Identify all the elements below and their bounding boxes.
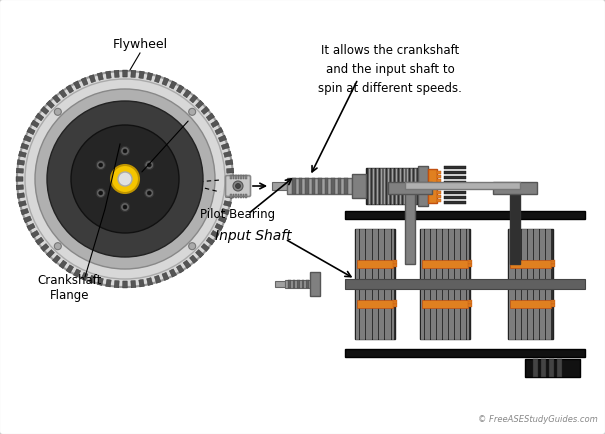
Bar (437, 195, 441, 198)
Bar (444, 196, 466, 199)
Polygon shape (123, 281, 128, 288)
Polygon shape (89, 75, 96, 83)
Bar (357, 300, 393, 308)
Polygon shape (195, 250, 204, 258)
Bar (230, 174, 232, 178)
Polygon shape (16, 177, 23, 181)
Bar (292, 178, 295, 194)
Bar (393, 260, 397, 261)
Polygon shape (73, 269, 80, 277)
Bar (272, 182, 287, 190)
Circle shape (99, 163, 103, 167)
Text: Flywheel: Flywheel (113, 38, 168, 51)
Bar (533, 359, 538, 377)
Circle shape (189, 243, 195, 250)
Bar (338, 178, 341, 194)
Polygon shape (24, 216, 31, 223)
Bar (357, 260, 393, 268)
Bar (393, 301, 397, 302)
Bar (232, 194, 234, 197)
Bar (444, 166, 466, 169)
Bar (437, 171, 441, 174)
Bar (368, 168, 370, 204)
Bar (468, 284, 472, 286)
Bar (414, 168, 416, 204)
Polygon shape (211, 230, 219, 238)
Bar (238, 194, 239, 197)
Bar (444, 181, 466, 184)
Bar (444, 176, 466, 179)
Bar (405, 182, 520, 189)
Circle shape (123, 205, 127, 209)
Bar (444, 171, 466, 174)
Circle shape (35, 89, 215, 269)
Polygon shape (201, 243, 209, 252)
Polygon shape (89, 275, 96, 283)
Bar (393, 266, 397, 267)
Polygon shape (177, 85, 184, 93)
Bar (437, 199, 441, 202)
Polygon shape (226, 168, 234, 173)
Polygon shape (81, 77, 88, 85)
Bar (287, 178, 352, 194)
Bar (551, 260, 555, 261)
Polygon shape (59, 260, 67, 269)
Bar (243, 194, 244, 197)
Polygon shape (81, 273, 88, 280)
Polygon shape (154, 275, 161, 283)
Circle shape (99, 191, 103, 195)
Bar (292, 280, 295, 288)
Bar (288, 280, 290, 288)
Bar (345, 349, 585, 357)
Bar (393, 280, 397, 281)
Bar (324, 178, 328, 194)
Polygon shape (73, 81, 80, 89)
Bar (298, 178, 302, 194)
Bar (422, 260, 468, 268)
Bar (422, 280, 468, 288)
Polygon shape (218, 216, 227, 223)
Bar (437, 183, 441, 186)
Polygon shape (183, 89, 191, 98)
Bar (418, 166, 428, 206)
Bar (468, 304, 472, 306)
Polygon shape (215, 224, 223, 230)
Polygon shape (211, 120, 219, 128)
Bar (468, 261, 472, 263)
Circle shape (145, 161, 154, 170)
Polygon shape (162, 273, 169, 280)
Polygon shape (114, 280, 119, 288)
Polygon shape (226, 160, 233, 165)
Text: Crankshaft
Flange: Crankshaft Flange (38, 274, 102, 302)
Polygon shape (19, 201, 27, 207)
Polygon shape (97, 278, 103, 286)
Polygon shape (106, 71, 111, 79)
Bar (245, 174, 246, 178)
Polygon shape (146, 72, 152, 80)
Bar (393, 306, 397, 307)
Polygon shape (27, 224, 35, 230)
Text: Pilot Bearing: Pilot Bearing (200, 208, 275, 221)
Polygon shape (53, 255, 61, 263)
Circle shape (147, 163, 151, 167)
Polygon shape (189, 95, 198, 103)
Bar (428, 169, 437, 203)
Circle shape (54, 243, 61, 250)
Polygon shape (21, 143, 28, 150)
Bar (393, 283, 397, 284)
Bar (468, 283, 472, 284)
Circle shape (71, 125, 179, 233)
Text: Input Shaft: Input Shaft (215, 229, 292, 243)
Bar (541, 359, 546, 377)
Polygon shape (41, 106, 49, 115)
Bar (437, 187, 441, 190)
Bar (468, 303, 472, 304)
Polygon shape (27, 128, 35, 135)
Bar (393, 286, 397, 287)
Bar (468, 300, 472, 301)
Polygon shape (215, 128, 223, 135)
Polygon shape (16, 168, 24, 173)
Polygon shape (169, 269, 177, 277)
Polygon shape (206, 237, 215, 245)
